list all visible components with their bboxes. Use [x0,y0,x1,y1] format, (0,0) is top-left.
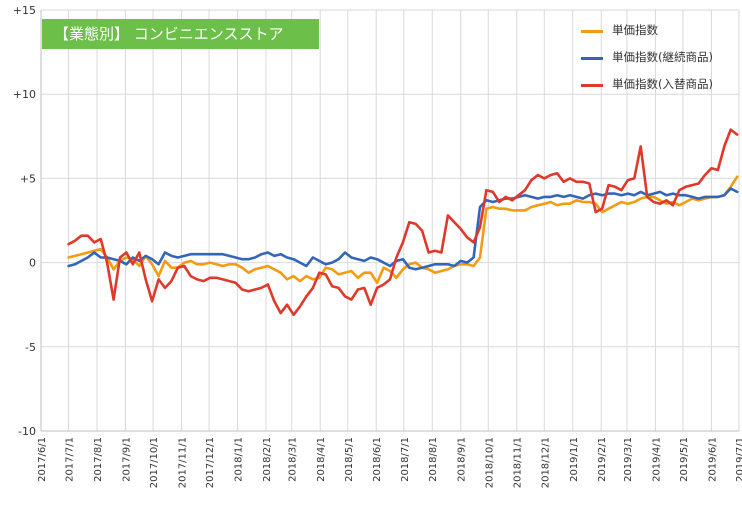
x-tick-label: 2017/8/1 [93,437,104,482]
series-line-2 [67,187,739,271]
x-tick-label: 2018/2/1 [262,437,273,482]
legend-label: 単価指数(継続商品) [612,50,713,64]
x-tick-label: 2018/6/1 [372,437,383,482]
y-tick-label: +10 [13,88,36,101]
y-tick-label: 0 [29,257,36,270]
legend-label: 単価指数 [612,23,658,37]
x-tick-label: 2018/8/1 [428,437,439,482]
chart-title: 【業態別】 コンビニエンスストア [42,19,319,49]
x-tick-label: 2018/4/1 [316,437,327,482]
legend-label: 単価指数(入替商品) [612,77,713,91]
x-tick-label: 2017/12/1 [205,437,216,488]
x-tick-label: 2017/9/1 [121,437,132,482]
y-tick-label: -10 [18,425,36,438]
x-tick-label: 2018/12/1 [540,437,551,488]
x-tick-label: 2019/3/1 [623,437,634,482]
legend-swatch [581,84,603,87]
x-tick-label: 2018/11/1 [513,437,524,488]
y-tick-label: +15 [13,4,36,17]
x-tick-label: 2018/7/1 [400,437,411,482]
legend-swatch [581,30,603,33]
x-tick-label: 2019/6/1 [707,437,718,482]
legend-item: 単価指数 [570,18,735,45]
x-tick-label: 2019/2/1 [597,437,608,482]
x-tick-label: 2019/4/1 [651,437,662,482]
x-tick-label: 2017/11/1 [178,437,189,488]
x-tick-label: 2018/3/1 [288,437,299,482]
legend-item: 単価指数(入替商品) [570,72,735,99]
x-tick-label: 2018/5/1 [344,437,355,482]
series-line-3 [67,128,739,317]
y-tick-label: -5 [25,341,36,354]
x-tick-label: 2018/9/1 [457,437,468,482]
x-tick-label: 2019/5/1 [679,437,690,482]
x-tick-label: 2018/1/1 [234,437,245,482]
x-tick-label: 2017/7/1 [65,437,76,482]
legend-swatch [581,57,603,60]
legend: 単価指数単価指数(継続商品) 単価指数(入替商品) [570,18,735,99]
x-tick-label: 2017/6/1 [37,437,48,482]
x-tick-label: 2017/10/1 [149,437,160,488]
x-tick-label: 2019/1/1 [569,437,580,482]
x-tick-label: 2018/10/1 [484,437,495,488]
legend-item: 単価指数(継続商品) [570,45,735,72]
y-tick-label: +5 [20,172,36,185]
x-tick-label: 2019/7/1 [735,437,742,482]
